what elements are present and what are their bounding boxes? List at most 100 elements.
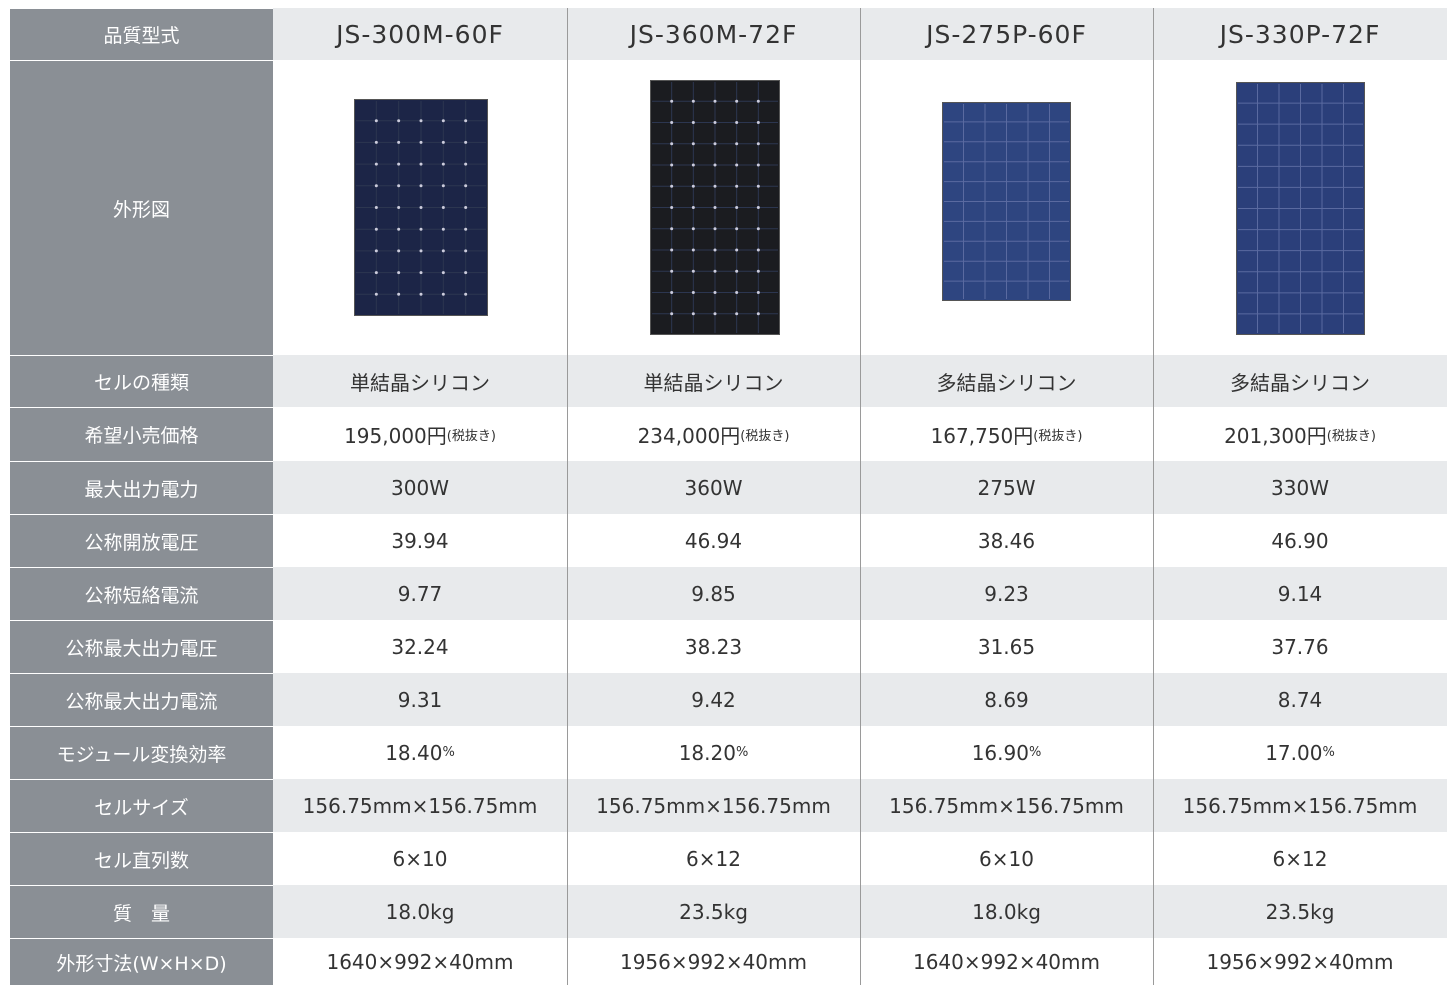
- value-cell: 18.40%: [273, 726, 567, 779]
- value-note: %: [1322, 745, 1334, 760]
- value-text: 多結晶シリコン: [1230, 367, 1370, 396]
- value-note: %: [736, 745, 748, 760]
- value-cell: 234,000円(税抜き): [567, 407, 860, 461]
- value-note: %: [442, 745, 454, 760]
- value-cell: 1956×992×40mm: [567, 938, 860, 985]
- value-note: (税抜き): [1033, 425, 1082, 444]
- row-label: セル直列数: [10, 832, 273, 885]
- value-cell: 8.69: [860, 673, 1153, 726]
- value-note: %: [1029, 745, 1041, 760]
- value-text: 360W: [685, 476, 743, 500]
- value-cell: 39.94: [273, 514, 567, 567]
- value-text: 1640×992×40mm: [326, 950, 513, 974]
- value-text: 9.85: [691, 582, 736, 606]
- value-text: 9.77: [398, 582, 443, 606]
- value-cell: 単結晶シリコン: [273, 355, 567, 407]
- model-name: JS-275P-60F: [860, 8, 1153, 60]
- panel-image: [354, 99, 488, 316]
- value-text: 23.5kg: [1266, 900, 1335, 924]
- row-label: セルの種類: [10, 355, 273, 407]
- value-text: 46.94: [685, 529, 742, 553]
- row-label: 最大出力電力: [10, 461, 273, 514]
- value-cell: 9.23: [860, 567, 1153, 620]
- model-name: JS-330P-72F: [1153, 8, 1447, 60]
- value-text: 1640×992×40mm: [913, 950, 1100, 974]
- row-label: 公称最大出力電圧: [10, 620, 273, 673]
- value-text: 156.75mm×156.75mm: [889, 794, 1124, 818]
- row-label: 質 量: [10, 885, 273, 938]
- value-cell: 1640×992×40mm: [860, 938, 1153, 985]
- value-text: 18.20: [679, 741, 736, 765]
- row-label: 公称最大出力電流: [10, 673, 273, 726]
- panel-image: [650, 80, 780, 335]
- value-cell: 6×12: [567, 832, 860, 885]
- value-note: (税抜き): [740, 425, 789, 444]
- value-text: 多結晶シリコン: [937, 367, 1077, 396]
- row-label: 公称短絡電流: [10, 567, 273, 620]
- value-text: 38.46: [978, 529, 1035, 553]
- value-text: 17.00: [1265, 741, 1322, 765]
- row-label: セルサイズ: [10, 779, 273, 832]
- value-cell: 156.75mm×156.75mm: [567, 779, 860, 832]
- value-cell: 9.77: [273, 567, 567, 620]
- value-text: 6×12: [686, 847, 741, 871]
- value-cell: 多結晶シリコン: [860, 355, 1153, 407]
- value-cell: 156.75mm×156.75mm: [860, 779, 1153, 832]
- panel-image: [1236, 82, 1365, 335]
- model-name: JS-300M-60F: [273, 8, 567, 60]
- value-cell: 38.46: [860, 514, 1153, 567]
- value-text: 31.65: [978, 635, 1035, 659]
- row-label: モジュール変換効率: [10, 726, 273, 779]
- value-text: 18.40: [385, 741, 442, 765]
- value-cell: 6×12: [1153, 832, 1447, 885]
- value-cell: 300W: [273, 461, 567, 514]
- value-cell: 167,750円(税抜き): [860, 407, 1153, 461]
- value-cell: 9.14: [1153, 567, 1447, 620]
- value-cell: 6×10: [273, 832, 567, 885]
- value-cell: 201,300円(税抜き): [1153, 407, 1447, 461]
- value-cell: 8.74: [1153, 673, 1447, 726]
- value-cell: 17.00%: [1153, 726, 1447, 779]
- value-text: 195,000円: [344, 420, 447, 449]
- value-cell: 46.94: [567, 514, 860, 567]
- value-cell: 360W: [567, 461, 860, 514]
- value-cell: 23.5kg: [567, 885, 860, 938]
- value-text: 32.24: [391, 635, 448, 659]
- value-cell: 275W: [860, 461, 1153, 514]
- value-text: 6×12: [1273, 847, 1328, 871]
- value-text: 単結晶シリコン: [644, 367, 784, 396]
- value-text: 9.42: [691, 688, 736, 712]
- header-label: 品質型式: [10, 8, 273, 60]
- value-cell: 37.76: [1153, 620, 1447, 673]
- value-cell: 9.42: [567, 673, 860, 726]
- value-cell: 32.24: [273, 620, 567, 673]
- panel-image: [942, 102, 1071, 301]
- value-text: 300W: [391, 476, 449, 500]
- value-cell: 156.75mm×156.75mm: [273, 779, 567, 832]
- value-text: 234,000円: [638, 420, 741, 449]
- value-text: 8.74: [1278, 688, 1323, 712]
- value-text: 37.76: [1271, 635, 1328, 659]
- value-text: 156.75mm×156.75mm: [1183, 794, 1418, 818]
- value-cell: 18.0kg: [273, 885, 567, 938]
- model-name: JS-360M-72F: [567, 8, 860, 60]
- column-divider: [1153, 8, 1154, 985]
- value-cell: 18.20%: [567, 726, 860, 779]
- value-text: 6×10: [979, 847, 1034, 871]
- value-cell: 9.85: [567, 567, 860, 620]
- row-label: 公称開放電圧: [10, 514, 273, 567]
- value-text: 38.23: [685, 635, 742, 659]
- value-text: 23.5kg: [679, 900, 748, 924]
- value-text: 39.94: [391, 529, 448, 553]
- value-text: 9.14: [1278, 582, 1323, 606]
- value-cell: 多結晶シリコン: [1153, 355, 1447, 407]
- value-text: 330W: [1271, 476, 1329, 500]
- value-text: 1956×992×40mm: [1206, 950, 1393, 974]
- value-cell: 1956×992×40mm: [1153, 938, 1447, 985]
- value-text: 9.31: [398, 688, 443, 712]
- value-text: 18.0kg: [972, 900, 1041, 924]
- value-text: 18.0kg: [386, 900, 455, 924]
- value-cell: 38.23: [567, 620, 860, 673]
- spec-table: 品質型式JS-300M-60FJS-360M-72FJS-275P-60FJS-…: [0, 0, 1454, 985]
- value-cell: 16.90%: [860, 726, 1153, 779]
